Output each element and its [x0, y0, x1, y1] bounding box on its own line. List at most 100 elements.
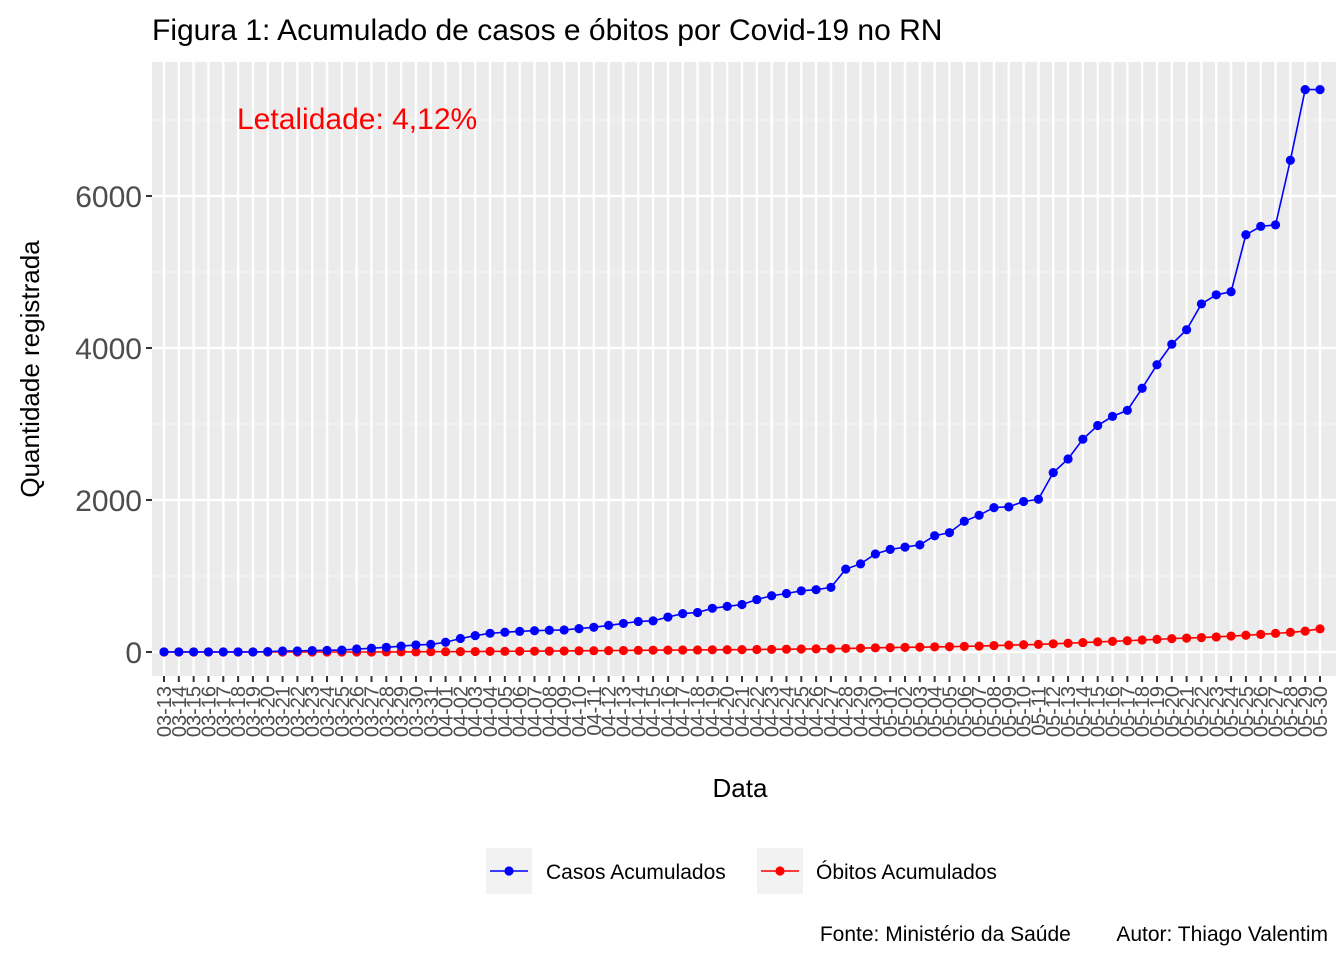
data-point	[989, 503, 999, 513]
x-tick-label: 05-20	[1162, 686, 1184, 737]
x-tick-label: 03-28	[376, 686, 398, 737]
plot-panel	[152, 62, 1336, 676]
data-point	[1078, 434, 1088, 444]
x-tick-label: 05-16	[1103, 686, 1125, 737]
data-point	[1122, 405, 1132, 415]
data-point	[544, 646, 554, 656]
x-tick-label: 05-04	[925, 686, 947, 737]
data-point	[841, 564, 851, 574]
x-tick-label: 03-26	[347, 686, 369, 737]
data-point	[233, 647, 243, 657]
data-point	[1211, 290, 1221, 300]
x-tick-label: 03-18	[228, 686, 250, 737]
data-point	[1093, 637, 1103, 647]
data-point	[1270, 628, 1281, 638]
data-point	[707, 645, 717, 655]
data-point	[1152, 634, 1162, 644]
data-point	[1033, 494, 1044, 504]
x-tick-label: 04-15	[643, 686, 665, 737]
x-tick-label: 05-11	[1028, 686, 1050, 736]
x-tick-label: 04-07	[525, 686, 547, 737]
x-tick-label: 03-24	[317, 686, 339, 737]
x-tick-label: 05-09	[999, 686, 1021, 737]
legend-label: Casos Acumulados	[546, 861, 726, 884]
data-point	[989, 640, 999, 651]
data-point	[885, 642, 895, 653]
data-point	[485, 646, 495, 656]
x-tick-label: 04-06	[510, 686, 532, 737]
x-tick-label: 04-02	[450, 686, 472, 737]
x-tick-label: 03-14	[169, 686, 191, 737]
data-point	[692, 607, 703, 618]
data-point	[1018, 640, 1029, 650]
x-tick-label: 05-28	[1280, 686, 1302, 737]
data-point	[529, 626, 540, 636]
y-axis: 0 2000 4000 6000	[75, 181, 152, 670]
data-point	[900, 542, 910, 552]
data-point	[1078, 637, 1088, 648]
x-tick-label: 03-30	[406, 686, 428, 737]
data-point	[707, 603, 717, 613]
data-point	[1300, 85, 1310, 95]
data-point	[411, 640, 421, 650]
data-point	[1167, 634, 1177, 644]
data-point	[663, 645, 673, 655]
letality-annotation: Letalidade: 4,12%	[237, 103, 477, 136]
data-point	[930, 531, 940, 541]
data-point	[1315, 624, 1325, 634]
data-point	[915, 540, 925, 550]
x-tick-label: 04-11	[584, 686, 606, 736]
data-point	[944, 528, 955, 538]
data-point	[337, 645, 347, 655]
data-point	[959, 516, 969, 526]
x-tick-label: 05-15	[1088, 686, 1110, 737]
x-tick-label: 05-06	[954, 686, 976, 737]
data-point	[1270, 220, 1281, 230]
data-point	[292, 646, 302, 656]
data-point	[500, 627, 510, 637]
data-point	[1107, 411, 1118, 421]
data-point	[752, 594, 762, 605]
data-point	[796, 644, 806, 654]
data-point	[515, 626, 525, 636]
series-Casos Acumulados	[159, 85, 1325, 657]
data-point	[767, 644, 777, 654]
data-point	[263, 647, 273, 657]
data-point	[692, 645, 703, 655]
data-point	[1241, 230, 1251, 240]
x-tick-label: 04-01	[436, 686, 458, 737]
data-point	[974, 641, 984, 651]
x-tick-label: 03-25	[332, 686, 354, 737]
x-tick-label: 05-29	[1295, 686, 1317, 737]
data-point	[455, 633, 466, 644]
x-tick-label: 05-23	[1206, 686, 1228, 737]
data-point	[722, 645, 732, 655]
x-tick-label: 05-21	[1177, 686, 1199, 737]
data-point	[796, 586, 806, 596]
x-axis-title: Data	[713, 773, 768, 803]
data-point	[559, 646, 569, 656]
data-point	[1182, 325, 1192, 335]
x-tick-label: 04-09	[554, 686, 576, 737]
data-point	[1018, 496, 1029, 507]
x-tick-label: 04-26	[806, 686, 828, 737]
x-tick-label: 05-22	[1191, 686, 1213, 737]
data-point	[159, 647, 169, 657]
data-point	[470, 631, 480, 641]
data-point	[841, 643, 851, 654]
data-point	[870, 643, 880, 653]
series-Óbitos Acumulados	[159, 624, 1325, 657]
data-point	[722, 601, 732, 612]
x-tick-label: 04-23	[762, 686, 784, 737]
data-point	[1196, 632, 1207, 643]
data-point	[1315, 85, 1325, 95]
data-point	[604, 646, 614, 656]
data-point	[440, 647, 451, 657]
data-point	[589, 622, 599, 632]
data-point	[885, 544, 895, 555]
data-point	[633, 645, 643, 655]
data-point	[1137, 383, 1147, 393]
data-point	[544, 625, 554, 635]
